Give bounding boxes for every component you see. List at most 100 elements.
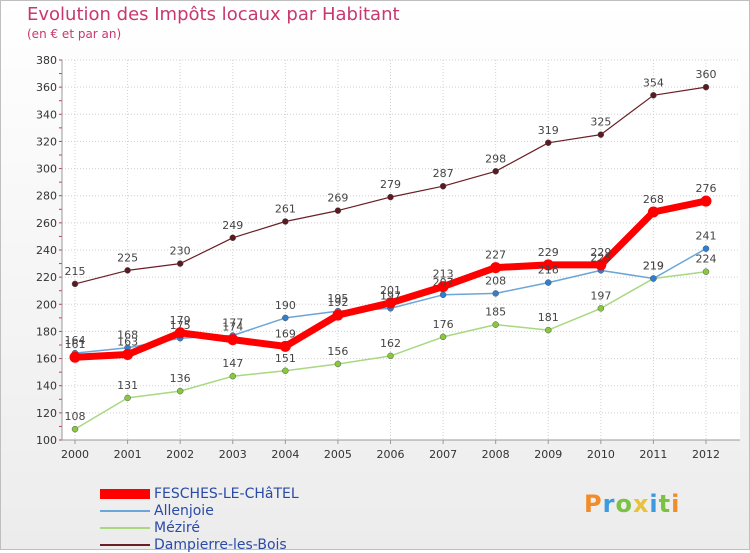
data-label: 224 <box>696 253 717 266</box>
y-tick-label: 140 <box>36 380 57 393</box>
y-tick-label: 300 <box>36 163 57 176</box>
data-point <box>229 372 236 380</box>
data-point <box>702 83 710 91</box>
data-point <box>227 334 239 346</box>
legend-label: Méziré <box>154 520 200 536</box>
data-label: 108 <box>65 410 86 423</box>
y-tick-label: 180 <box>36 325 57 338</box>
chart-subtitle: (en € et par an) <box>27 27 122 41</box>
x-tick-label: 2004 <box>271 448 299 461</box>
data-label: 216 <box>538 264 559 277</box>
x-tick-label: 2003 <box>219 448 247 461</box>
data-label: 227 <box>485 249 506 262</box>
data-label: 179 <box>170 314 191 327</box>
y-tick-label: 260 <box>36 217 57 230</box>
legend-swatch <box>100 544 150 546</box>
legend-swatch <box>100 527 150 529</box>
data-label: 229 <box>590 246 611 259</box>
legend-item: Méziré <box>100 520 200 536</box>
data-label: 177 <box>222 317 243 330</box>
data-point <box>492 290 499 297</box>
data-label: 161 <box>65 338 86 351</box>
data-point <box>385 297 396 309</box>
data-point <box>229 234 236 242</box>
data-label: 249 <box>222 219 243 232</box>
data-point <box>334 207 342 214</box>
proxiti-logo: Proxiti <box>584 490 681 518</box>
y-tick-label: 280 <box>36 190 57 203</box>
data-point <box>650 275 657 282</box>
data-point <box>439 291 447 299</box>
data-point <box>702 268 710 275</box>
data-label: 176 <box>433 318 454 331</box>
data-point <box>334 360 342 368</box>
y-tick-label: 340 <box>36 108 57 121</box>
legend-item: Dampierre-les-Bois <box>100 537 287 553</box>
legend-label: Allenjoie <box>154 503 214 519</box>
data-point <box>650 92 657 99</box>
data-label: 261 <box>275 203 296 216</box>
data-point <box>595 259 607 271</box>
data-label: 181 <box>538 311 559 324</box>
data-point <box>437 281 449 293</box>
data-label: 190 <box>275 299 296 312</box>
y-tick-label: 320 <box>36 135 57 148</box>
data-label: 298 <box>485 152 506 165</box>
x-tick-label: 2010 <box>587 448 615 461</box>
data-label: 213 <box>433 268 454 281</box>
data-point <box>122 349 134 360</box>
data-label: 201 <box>380 284 401 297</box>
data-label: 354 <box>643 76 664 89</box>
data-point <box>174 327 186 339</box>
data-point <box>282 314 289 322</box>
data-point <box>387 193 394 201</box>
data-label: 185 <box>485 306 506 319</box>
x-tick-label: 2007 <box>429 448 457 461</box>
legend-item: Allenjoie <box>100 503 214 519</box>
data-point <box>439 182 447 190</box>
legend-item: FESCHES-LE-CHâTEL <box>100 486 299 502</box>
data-point <box>71 425 79 433</box>
data-label: 164 <box>65 334 86 347</box>
data-label: 163 <box>117 336 138 349</box>
data-point <box>545 279 552 286</box>
data-label: 169 <box>275 327 296 340</box>
data-label: 168 <box>117 329 138 342</box>
x-tick-label: 2000 <box>61 448 89 461</box>
x-tick-label: 2009 <box>534 448 562 461</box>
data-label: 219 <box>643 260 664 273</box>
y-tick-label: 380 <box>36 54 57 67</box>
data-point <box>282 218 289 225</box>
data-point <box>124 267 131 274</box>
data-point <box>69 351 81 363</box>
legend-label: Dampierre-les-Bois <box>154 537 287 553</box>
y-tick-label: 240 <box>36 244 57 257</box>
data-point <box>492 321 499 328</box>
data-label: 208 <box>485 274 506 287</box>
x-tick-label: 2011 <box>639 448 667 461</box>
y-tick-label: 200 <box>36 298 57 311</box>
y-tick-label: 160 <box>36 353 57 366</box>
data-label: 131 <box>117 379 138 392</box>
data-point <box>700 195 712 207</box>
data-point <box>387 352 394 360</box>
data-point <box>332 309 344 321</box>
data-label: 215 <box>65 265 86 278</box>
data-label: 151 <box>275 352 296 365</box>
data-label: 325 <box>590 116 611 129</box>
legend-label: FESCHES-LE-CHâTEL <box>154 486 299 502</box>
data-point <box>542 259 554 271</box>
data-label: 229 <box>538 246 559 259</box>
data-label: 219 <box>643 260 664 273</box>
data-point <box>282 367 289 375</box>
data-point <box>702 245 710 252</box>
data-label: 207 <box>433 276 454 289</box>
x-tick-label: 2008 <box>482 448 510 461</box>
data-point <box>647 206 659 218</box>
y-tick-label: 220 <box>36 271 57 284</box>
data-label: 268 <box>643 193 664 206</box>
data-label: 279 <box>380 178 401 191</box>
y-tick-label: 120 <box>36 407 57 420</box>
y-tick-label: 360 <box>36 81 57 94</box>
